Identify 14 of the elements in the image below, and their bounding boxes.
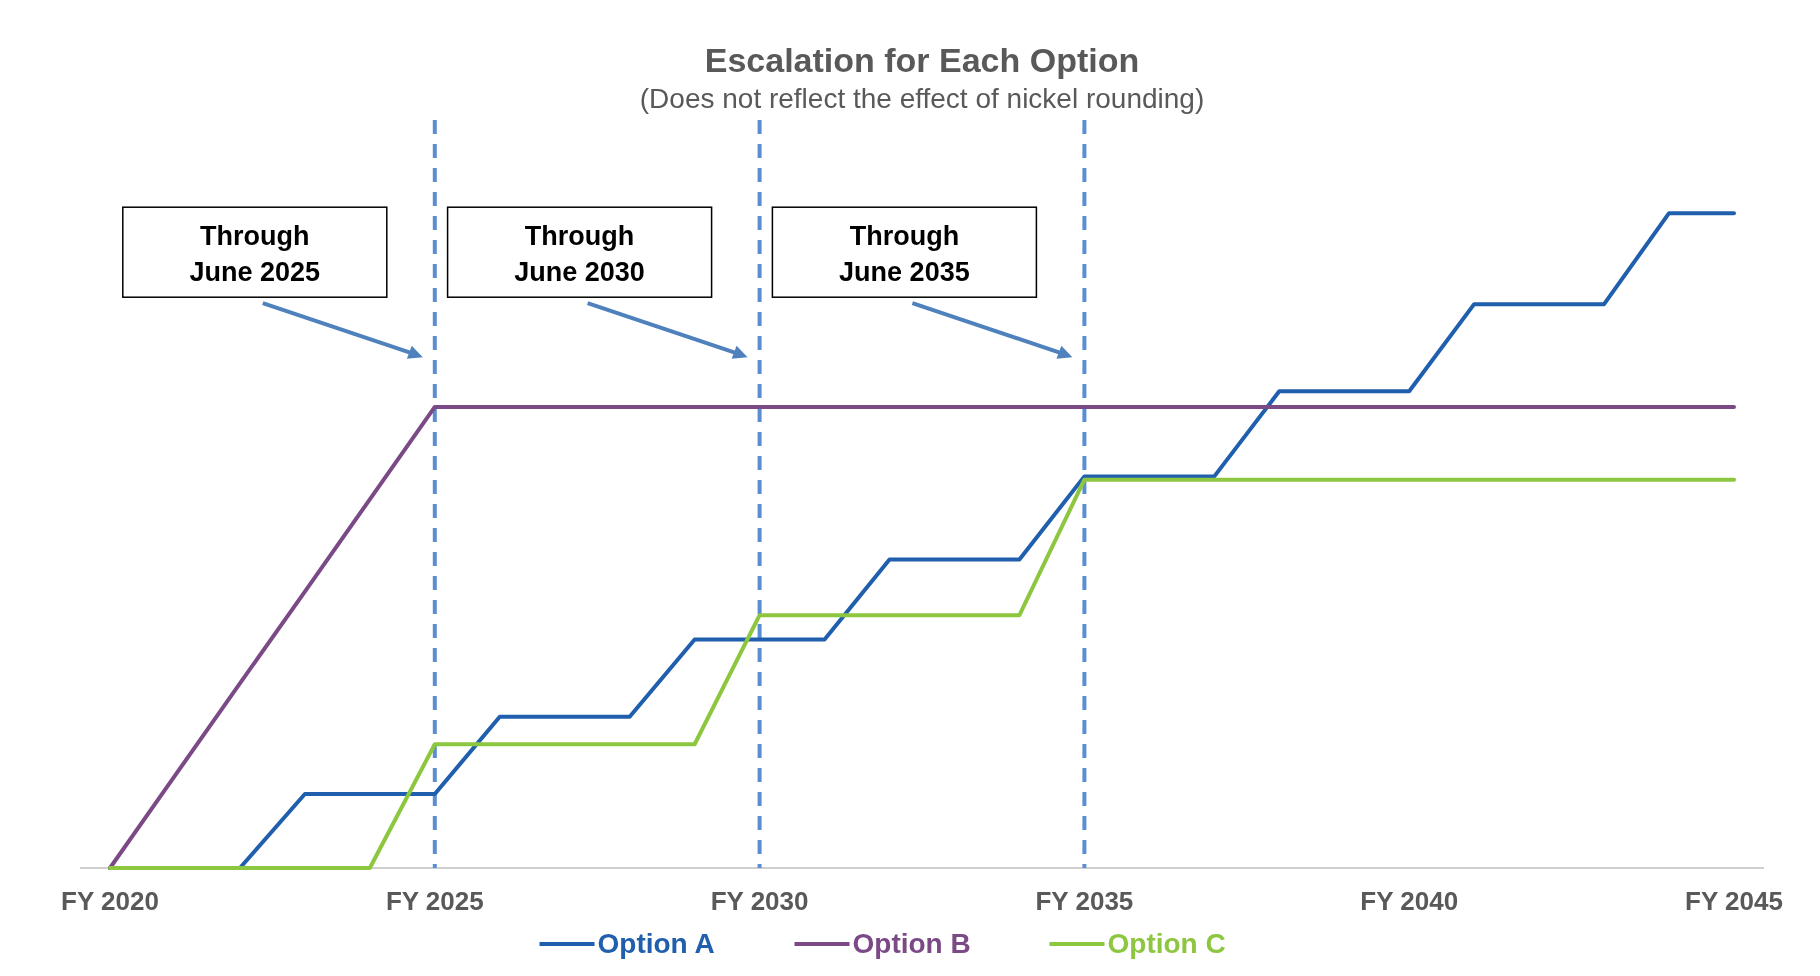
chart-subtitle: (Does not reflect the effect of nickel rounding) (639, 83, 1205, 114)
x-tick-label: FY 2040 (1360, 886, 1459, 916)
x-tick-label: FY 2020 (61, 886, 159, 916)
x-tick-label: FY 2030 (710, 886, 809, 916)
legend-label: Option B (852, 928, 971, 959)
x-tick-label: FY 2025 (385, 886, 484, 916)
annotation: Through June 2030 (514, 221, 645, 288)
legend-label: Option C (1107, 928, 1226, 959)
annotation: Through June 2025 (189, 221, 321, 288)
x-tick-label: FY 2045 (1685, 886, 1783, 916)
annotation: Through June 2035 (839, 221, 970, 288)
chart-title: Escalation for Each Option (704, 41, 1140, 79)
legend-label: Option A (597, 928, 715, 959)
x-tick-label: FY 2035 (1035, 886, 1134, 916)
